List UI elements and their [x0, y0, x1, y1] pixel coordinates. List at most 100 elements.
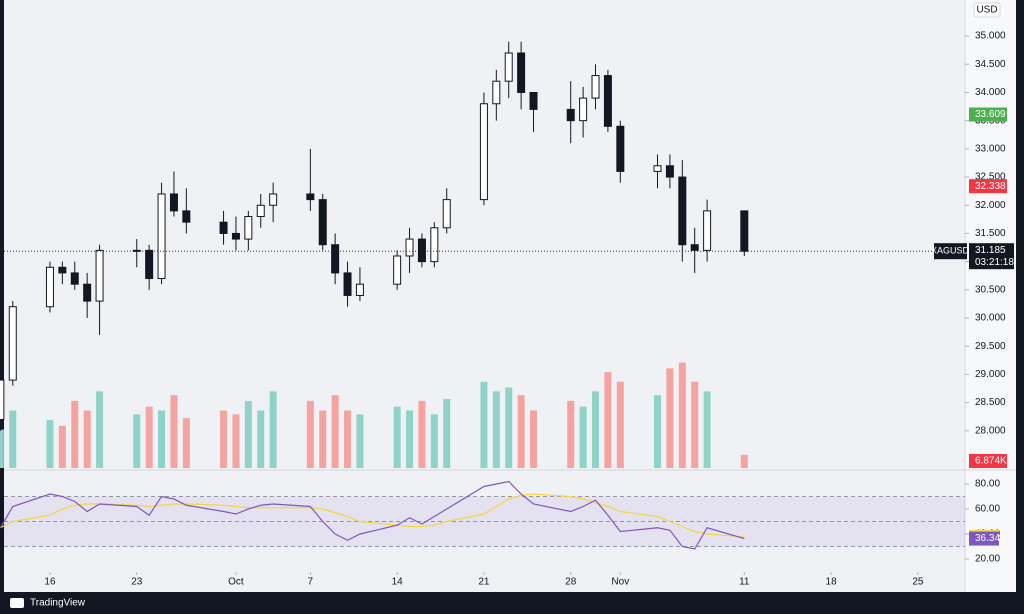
x-tick-label: 7	[308, 577, 314, 588]
candle-body	[343, 272, 352, 296]
volume-bar	[592, 391, 600, 468]
y-tick-label: 29.500	[975, 341, 1006, 352]
volume-bar	[492, 391, 500, 468]
x-tick-label: 16	[44, 577, 56, 588]
currency: USD	[976, 5, 997, 16]
candle-body	[58, 266, 67, 274]
volume-bar	[244, 400, 252, 468]
y-tick-label: 28.500	[975, 397, 1006, 408]
volume-bar	[257, 410, 265, 468]
candle-body	[182, 210, 191, 223]
candle-body	[331, 244, 340, 274]
rsi-label-box	[969, 531, 999, 546]
candle-body	[740, 210, 749, 252]
candle-body	[393, 255, 402, 285]
y-tick-label: 28.000	[975, 425, 1006, 436]
marker-label: 32.338	[975, 181, 1006, 192]
candle-body	[430, 227, 439, 263]
candle-body	[504, 52, 513, 82]
volume-bar	[46, 420, 54, 468]
volume-bar	[145, 406, 153, 468]
volume-bar	[443, 399, 451, 468]
candle-body	[169, 193, 178, 212]
volume-bar	[430, 414, 438, 468]
volume-bar	[356, 414, 364, 468]
rsi-tick-label: 80.00	[975, 479, 1000, 490]
x-tick-label: Oct	[228, 577, 244, 588]
y-tick-label: 31.500	[975, 228, 1006, 239]
volume-bar	[517, 395, 525, 468]
rsi-line	[0, 480, 745, 550]
volume-bar	[306, 400, 314, 468]
symbol-box	[934, 243, 967, 260]
marker-box	[969, 107, 1007, 122]
candle-body	[95, 249, 104, 302]
price-label: 31.185	[975, 245, 1006, 256]
volume-bar	[344, 410, 352, 468]
candle-body	[529, 91, 538, 110]
volume-bar	[393, 406, 401, 468]
candle-body	[45, 266, 54, 308]
candle-body	[256, 204, 265, 218]
y-tick-label: 35.000	[975, 31, 1006, 42]
candle-body	[417, 238, 426, 263]
x-tick-label: Nov	[611, 577, 629, 588]
volume-bar	[666, 368, 674, 468]
candle-body	[269, 193, 278, 206]
volume-bar	[269, 391, 277, 468]
x-tick-label: 25	[912, 577, 924, 588]
volume-bar	[58, 425, 66, 468]
candle-body	[145, 249, 154, 280]
volume-bar	[232, 414, 240, 468]
volume-bar	[331, 395, 339, 468]
candle-body	[244, 216, 253, 240]
y-tick-label: 33.000	[975, 143, 1006, 154]
candle-body	[231, 232, 240, 240]
candle-body	[219, 221, 228, 234]
candle-body	[83, 283, 92, 302]
panel-bg	[4, 0, 1016, 592]
x-tick-label: 11	[739, 577, 750, 588]
y-tick-label: 34.000	[975, 87, 1006, 98]
volume-bar	[158, 410, 166, 468]
marker-label: 33.609	[975, 109, 1006, 120]
x-tick-label: 18	[826, 577, 838, 588]
rsi-ma-line	[0, 493, 745, 538]
volume-bar	[703, 391, 711, 468]
volume-bar	[616, 381, 624, 468]
x-tick-label: 28	[565, 577, 577, 588]
candle-body	[492, 80, 501, 105]
currency-box[interactable]	[973, 2, 1001, 18]
volume-bar	[654, 395, 662, 468]
candle-body	[566, 108, 575, 122]
candle-body	[442, 199, 451, 229]
volume-bar	[691, 381, 699, 468]
candle-body	[517, 52, 526, 93]
y-tick-label: 32.500	[975, 172, 1006, 183]
candle-body	[157, 193, 166, 280]
volume-label: 6.874K	[975, 456, 1007, 467]
volume-bar	[406, 410, 414, 468]
volume-label-box	[969, 454, 1007, 468]
volume-bar	[133, 414, 141, 468]
y-tick-label: 30.500	[975, 284, 1006, 295]
volume-bar	[319, 410, 327, 468]
volume-bar	[418, 400, 426, 468]
rsi-band	[4, 496, 965, 547]
y-tick-label: 32.000	[975, 200, 1006, 211]
candle-body	[703, 210, 712, 251]
volume-bar	[505, 387, 513, 468]
candle-body	[70, 272, 79, 285]
volume-bar	[678, 362, 686, 468]
volume-bar	[579, 406, 587, 468]
x-tick-label: 21	[478, 577, 490, 588]
volume-bar	[567, 400, 575, 468]
volume-bar	[740, 454, 748, 468]
volume-bar	[83, 410, 91, 468]
volume-bar	[170, 395, 178, 468]
candle-body	[678, 176, 687, 246]
volume-bar	[182, 418, 190, 468]
axis-bg	[965, 0, 1016, 592]
x-tick-label: 14	[392, 577, 404, 588]
